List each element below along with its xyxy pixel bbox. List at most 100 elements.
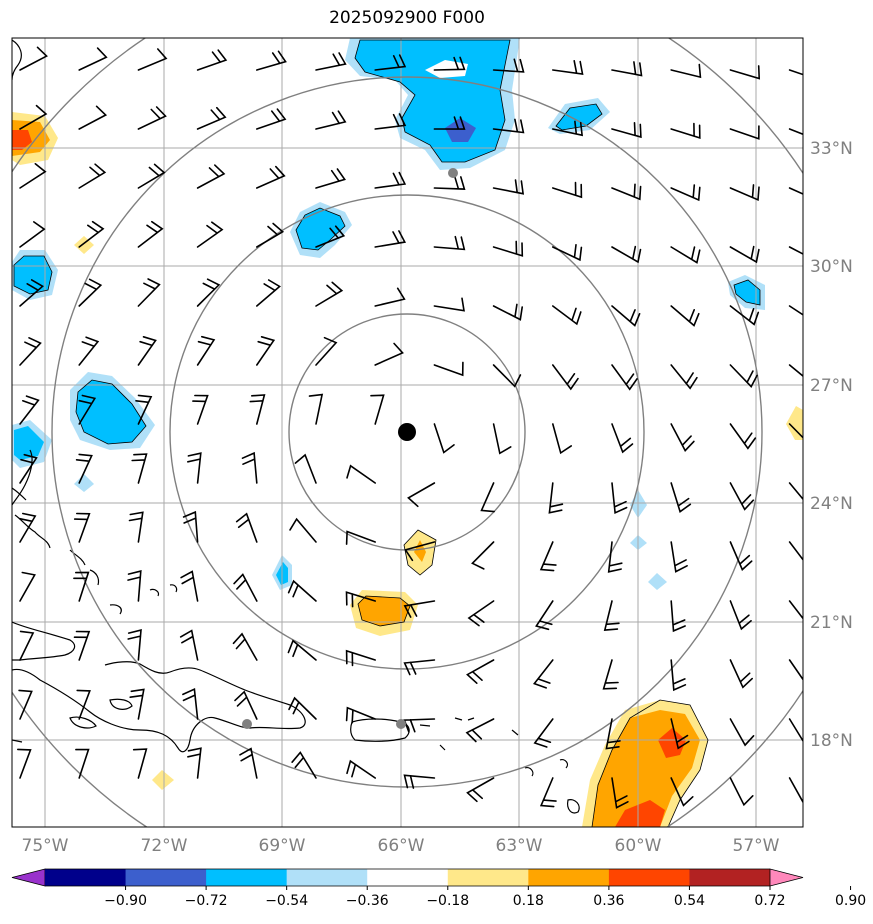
wind-barb xyxy=(729,777,754,807)
wind-barb xyxy=(670,718,690,750)
wind-barb xyxy=(19,630,35,661)
lon-label: 75°W xyxy=(22,836,69,856)
positive-anomaly-region xyxy=(615,800,665,827)
wind-barb xyxy=(466,659,495,684)
wind-barb xyxy=(788,600,803,620)
wind-barb xyxy=(603,600,620,631)
lon-label: 63°W xyxy=(496,836,543,856)
colorbar-swatch xyxy=(286,869,368,886)
wind-barb xyxy=(135,394,153,425)
wind-barb xyxy=(729,541,753,571)
wind-barb xyxy=(492,240,524,257)
wind-barb xyxy=(180,570,199,602)
colorbar-tick-label: −0.36 xyxy=(346,893,389,909)
wind-barb xyxy=(137,278,161,307)
wind-barb xyxy=(670,246,701,264)
wind-barb xyxy=(179,629,199,661)
positive-anomaly-region xyxy=(786,406,803,440)
wind-barb xyxy=(256,165,286,189)
wind-barb xyxy=(492,423,512,455)
wind-barb xyxy=(19,221,46,248)
wind-barb xyxy=(235,512,258,543)
colorbar-tick-label: 0.54 xyxy=(674,893,705,909)
wind-barb xyxy=(137,220,164,248)
wind-barb xyxy=(182,510,199,543)
wind-barb xyxy=(73,571,90,602)
colorbar-extend-low xyxy=(11,868,46,887)
wind-barb xyxy=(788,659,803,681)
negative-anomaly-region xyxy=(14,256,52,294)
wind-barb xyxy=(611,777,629,809)
wind-barb xyxy=(315,336,338,366)
wind-barb xyxy=(611,482,628,514)
wind-barb xyxy=(19,453,38,484)
wind-barb xyxy=(78,278,103,307)
colorbar-tick-label: −0.54 xyxy=(265,893,308,909)
wind-barb xyxy=(492,303,523,321)
wind-barb xyxy=(78,220,105,248)
lon-label: 57°W xyxy=(733,836,780,856)
wind-barb xyxy=(552,364,579,391)
wind-barb xyxy=(670,63,702,79)
wind-barb xyxy=(131,453,148,484)
wind-barb xyxy=(18,689,33,720)
wind-barb xyxy=(370,394,385,425)
negative-anomaly-region xyxy=(74,474,94,492)
wind-barb xyxy=(729,65,761,80)
wind-barb xyxy=(433,361,464,377)
station-dot xyxy=(396,719,406,729)
wind-barb xyxy=(345,530,376,545)
wind-barb xyxy=(611,305,641,327)
wind-barb xyxy=(788,187,803,195)
wind-barb xyxy=(467,600,495,627)
colorbar-tick-label: 0.72 xyxy=(754,893,785,909)
wind-barb xyxy=(670,777,694,807)
wind-barb xyxy=(729,184,760,201)
wind-barb xyxy=(127,570,142,602)
lat-label: 18°N xyxy=(810,731,853,751)
wind-barb xyxy=(602,659,619,690)
contour-fields xyxy=(12,38,803,827)
wind-barb xyxy=(374,287,406,307)
wind-barb xyxy=(729,718,755,747)
wind-barb xyxy=(256,108,287,130)
wind-barb xyxy=(129,688,145,720)
wind-barb xyxy=(670,482,692,514)
wind-barb xyxy=(611,183,642,201)
wind-barb xyxy=(256,50,287,71)
wind-barb xyxy=(729,125,760,140)
positive-anomaly-region xyxy=(12,130,32,150)
coastlines xyxy=(12,39,580,814)
wind-barb xyxy=(17,748,32,779)
colorbar-swatch xyxy=(206,869,288,886)
wind-barb xyxy=(75,748,90,779)
colorbar-tick-label: 0.90 xyxy=(835,893,866,909)
wind-barb xyxy=(75,453,93,484)
wind-barb xyxy=(78,47,108,71)
colorbar-swatch xyxy=(689,869,771,886)
station-dot xyxy=(448,168,458,178)
wind-barb xyxy=(233,573,258,602)
wind-barb xyxy=(73,630,91,661)
lat-label: 24°N xyxy=(810,494,853,514)
positive-anomaly-region xyxy=(414,540,426,562)
wind-barb xyxy=(548,482,564,514)
colorbar-outline xyxy=(45,868,770,887)
wind-barb xyxy=(471,541,495,570)
wind-barb xyxy=(234,690,258,720)
wind-barb xyxy=(73,512,91,543)
wind-barb xyxy=(346,464,376,484)
wind-barb xyxy=(288,696,317,720)
wind-barb xyxy=(137,48,168,71)
wind-barb xyxy=(19,395,40,425)
wind-barb xyxy=(374,113,407,130)
wind-barb xyxy=(670,184,701,202)
wind-barb xyxy=(433,56,466,71)
map-frame xyxy=(11,37,804,828)
wind-barb xyxy=(670,541,688,573)
wind-barb xyxy=(308,393,324,425)
wind-barb xyxy=(465,718,495,743)
wind-barb xyxy=(196,164,226,189)
wind-barb xyxy=(729,482,755,511)
wind-barb xyxy=(137,106,167,130)
